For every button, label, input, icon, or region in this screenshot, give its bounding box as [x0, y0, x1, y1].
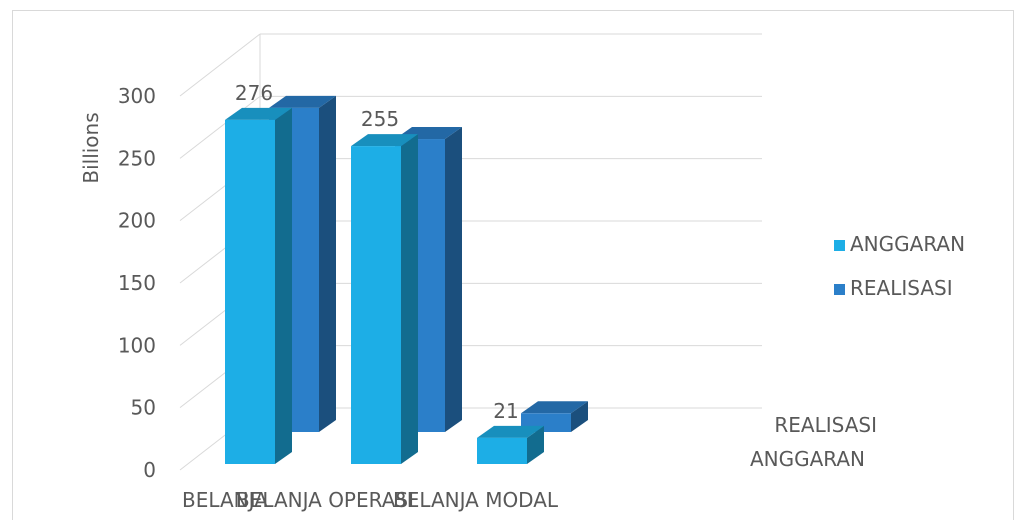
depth-axis-label: REALISASI — [774, 413, 877, 437]
y-tick-label: 0 — [143, 458, 156, 482]
bar-side — [319, 95, 336, 432]
data-label: 276 — [235, 81, 273, 105]
bar-top — [269, 95, 336, 108]
data-label: 255 — [361, 107, 399, 131]
bar-anggaran-2 — [477, 425, 544, 464]
bar-side — [275, 107, 292, 465]
y-tick-label: 100 — [118, 333, 156, 357]
bar-front — [351, 146, 401, 464]
y-axis-ticks: 0 50 100 150 200 250 300 — [118, 84, 156, 482]
legend-label: REALISASI — [850, 276, 953, 300]
bar-top — [351, 134, 418, 147]
bar-anggaran-1 — [351, 134, 418, 464]
y-tick-label: 200 — [118, 209, 156, 233]
legend: ANGGARAN REALISASI — [834, 232, 965, 300]
bar-side — [571, 401, 588, 432]
y-tick-label: 250 — [118, 146, 156, 170]
bar-side — [401, 134, 418, 464]
depth-axis-labels: REALISASI ANGGARAN — [750, 413, 877, 471]
bar-front — [225, 119, 275, 465]
data-label: 21 — [493, 399, 518, 423]
bars: 276 255 21 — [225, 81, 588, 465]
y-tick-label: 300 — [118, 84, 156, 108]
y-tick-label: 50 — [131, 396, 156, 420]
bar-side — [527, 425, 544, 464]
x-tick-label: BELANJA — [182, 488, 268, 512]
gridlines — [179, 33, 762, 471]
y-axis-label: Billions — [79, 112, 103, 183]
gridline-diagonal — [179, 95, 261, 159]
bar-anggaran-0 — [225, 107, 292, 465]
bar-top — [225, 107, 292, 120]
bar-top — [521, 401, 588, 414]
legend-swatch — [834, 240, 845, 251]
legend-swatch — [834, 284, 845, 295]
chart-frame — [12, 10, 1014, 520]
legend-label: ANGGARAN — [850, 232, 965, 256]
x-tick-label: BELANJA OPERASI — [236, 488, 414, 512]
bar-side — [445, 127, 462, 433]
bar-top — [477, 425, 544, 438]
gridline-diagonal — [179, 33, 261, 97]
x-tick-label: BELANJA MODAL — [393, 488, 559, 512]
bar-front — [477, 437, 527, 464]
depth-axis-label: ANGGARAN — [750, 447, 865, 471]
y-tick-label: 150 — [118, 271, 156, 295]
